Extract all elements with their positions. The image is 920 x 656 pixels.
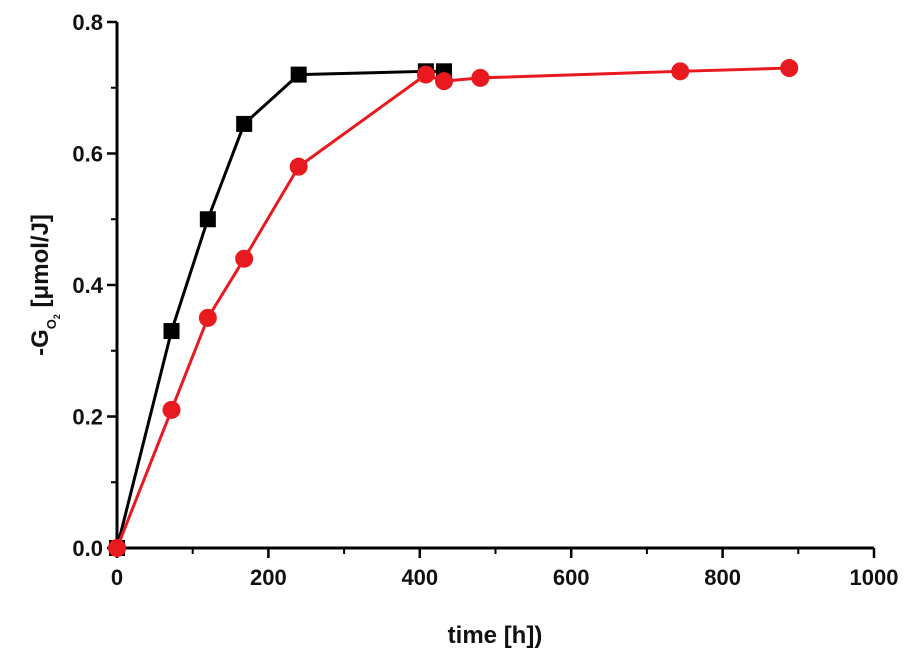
y-tick-label: 0.6 (72, 142, 103, 167)
x-tick-label: 0 (111, 565, 123, 590)
y-axis-title-prefix: -G (27, 329, 54, 356)
data-point-circle (162, 400, 181, 419)
x-tick-label: 800 (704, 565, 741, 590)
data-point-circle (289, 157, 308, 176)
series-1 (109, 63, 453, 556)
y-tick-label: 0.0 (72, 536, 103, 561)
data-point-circle (780, 59, 799, 78)
data-point-circle (471, 68, 490, 87)
x-axis-title: time [h]) (448, 622, 543, 649)
data-point-square (236, 115, 253, 132)
data-point-circle (108, 539, 126, 557)
series-layer (108, 59, 799, 557)
x-tick-label: 600 (553, 565, 590, 590)
y-axis-title-subscript: O (44, 319, 59, 329)
data-point-circle (235, 249, 254, 268)
data-point-square (290, 66, 307, 83)
data-point-square (199, 211, 216, 228)
data-point-circle (198, 308, 217, 327)
series-line (115, 66, 790, 549)
y-axis-title-subscript-2: 2 (52, 314, 62, 319)
y-axis-title: -GO2 [μmol/J] (27, 214, 62, 356)
x-tick-label: 400 (401, 565, 438, 590)
data-point-circle (416, 65, 435, 84)
series-line (115, 69, 445, 549)
y-tick-label: 0.4 (72, 273, 103, 298)
x-tick-label: 200 (250, 565, 287, 590)
y-axis-title-unit: [μmol/J] (27, 214, 54, 314)
data-point-square (163, 323, 180, 340)
x-tick-label: 1000 (850, 565, 899, 590)
axes: 0 200 400 600 800 1000 0.0 0.2 0.4 0.6 0.8 (72, 10, 898, 590)
y-tick-label: 0.8 (72, 10, 103, 35)
y-tick-label: 0.2 (72, 405, 103, 430)
data-point-circle (435, 72, 454, 91)
series-2 (108, 59, 799, 557)
data-point-circle (671, 62, 690, 81)
